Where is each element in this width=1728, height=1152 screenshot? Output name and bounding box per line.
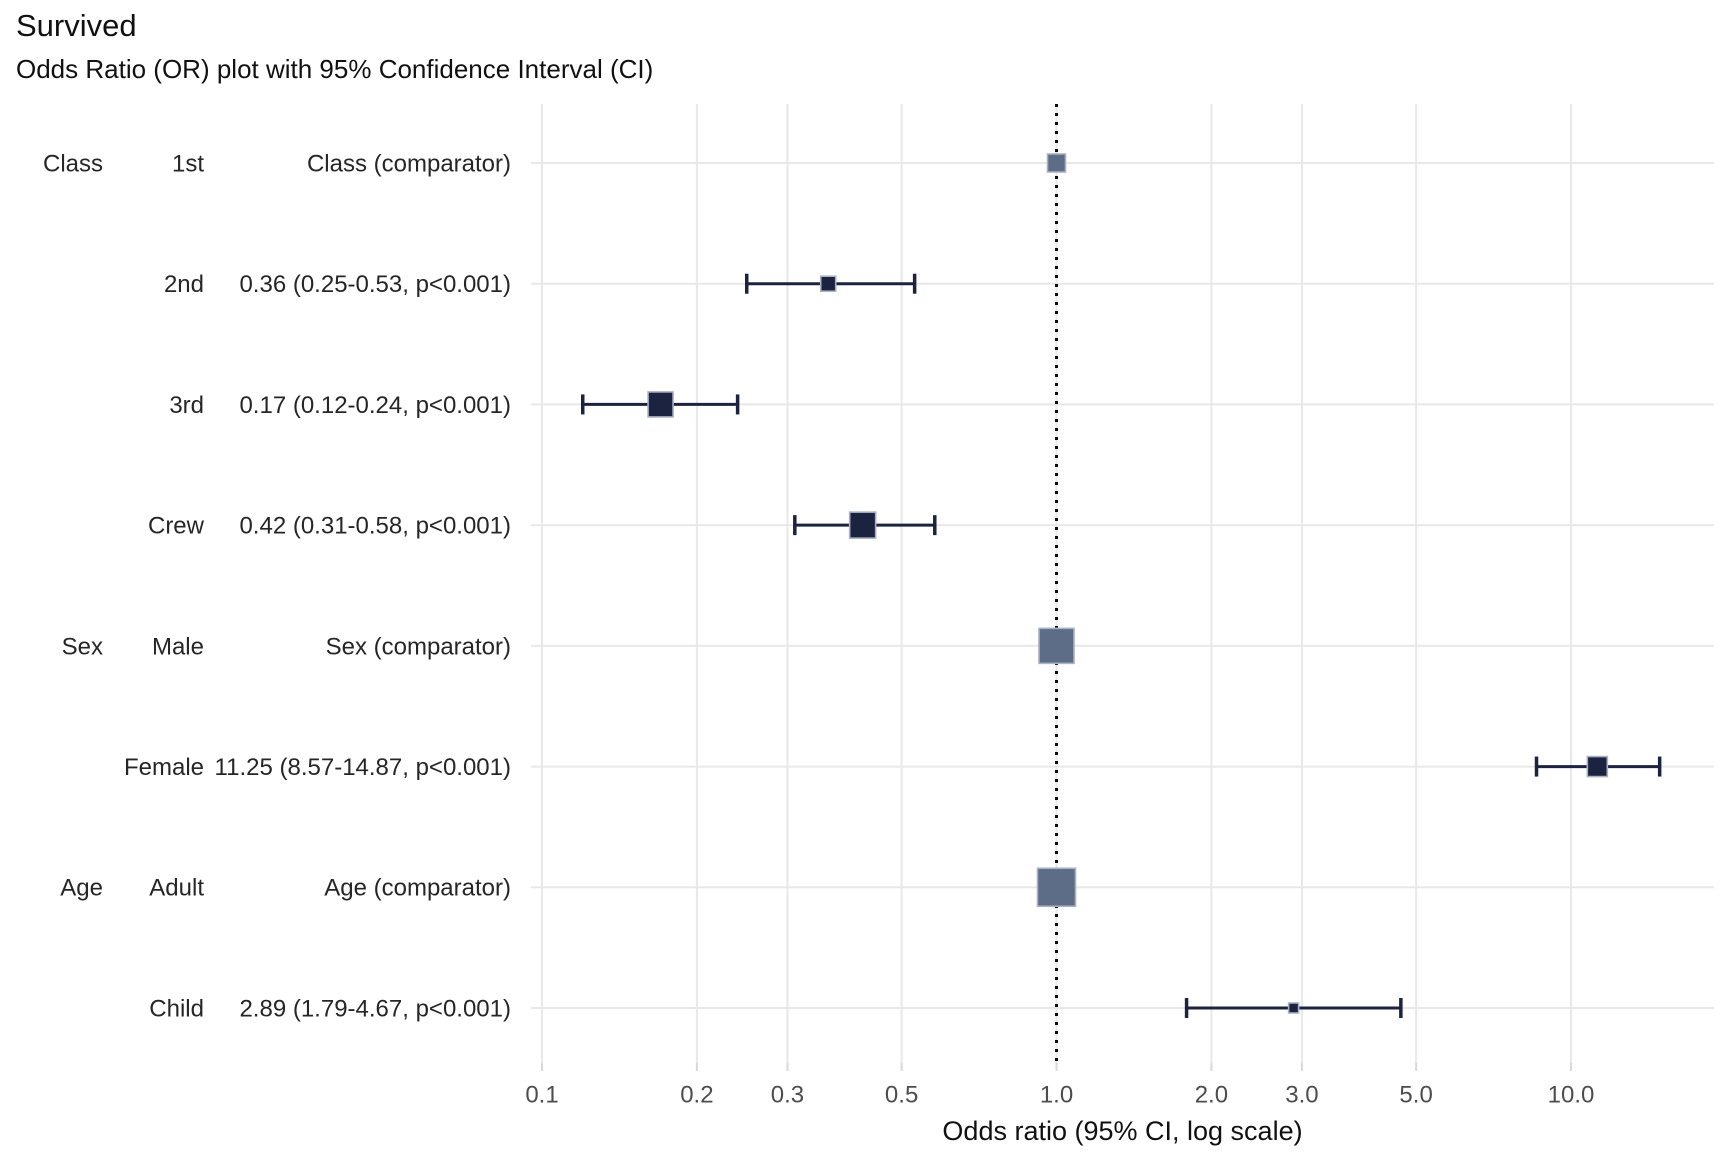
estimate-label: 0.17 (0.12-0.24, p<0.001) xyxy=(239,392,511,419)
x-tick-label: 0.3 xyxy=(771,1081,804,1108)
group-label: Class xyxy=(43,150,103,177)
x-tick-label: 5.0 xyxy=(1399,1081,1432,1108)
estimate-label: Sex (comparator) xyxy=(326,633,511,660)
level-label: 1st xyxy=(172,150,204,177)
level-label: Female xyxy=(124,754,204,781)
level-label: Adult xyxy=(149,875,204,902)
x-tick-label: 10.0 xyxy=(1548,1081,1595,1108)
estimate-label: 0.36 (0.25-0.53, p<0.001) xyxy=(239,271,511,298)
level-label: Male xyxy=(152,633,204,660)
x-tick-label: 1.0 xyxy=(1040,1081,1073,1108)
or-marker xyxy=(1046,153,1067,173)
x-tick-label: 2.0 xyxy=(1195,1081,1228,1108)
or-marker xyxy=(1036,867,1077,908)
or-marker xyxy=(1038,627,1075,665)
x-tick-label: 0.1 xyxy=(525,1081,558,1108)
estimate-label: Age (comparator) xyxy=(324,875,511,902)
chart-title: Survived xyxy=(16,8,137,43)
chart-subtitle: Odds Ratio (OR) plot with 95% Confidence… xyxy=(16,54,654,84)
estimate-label: 11.25 (8.57-14.87, p<0.001) xyxy=(215,754,511,781)
or-marker xyxy=(819,275,837,293)
x-tick-label: 3.0 xyxy=(1285,1081,1318,1108)
level-label: Crew xyxy=(148,513,205,540)
estimate-label: Class (comparator) xyxy=(307,150,511,177)
level-label: Child xyxy=(149,995,204,1022)
or-marker xyxy=(848,511,877,539)
group-label: Age xyxy=(60,875,103,902)
or-marker xyxy=(647,391,674,418)
or-marker xyxy=(1586,755,1609,778)
x-tick-label: 0.5 xyxy=(885,1081,918,1108)
estimate-label: 2.89 (1.79-4.67, p<0.001) xyxy=(239,995,511,1022)
level-label: 3rd xyxy=(169,392,204,419)
estimate-label: 0.42 (0.31-0.58, p<0.001) xyxy=(239,513,511,540)
x-axis-title: Odds ratio (95% CI, log scale) xyxy=(942,1116,1303,1146)
or-marker xyxy=(1287,1002,1300,1014)
level-label: 2nd xyxy=(164,271,204,298)
group-label: Sex xyxy=(62,633,103,660)
x-tick-label: 0.2 xyxy=(680,1081,713,1108)
